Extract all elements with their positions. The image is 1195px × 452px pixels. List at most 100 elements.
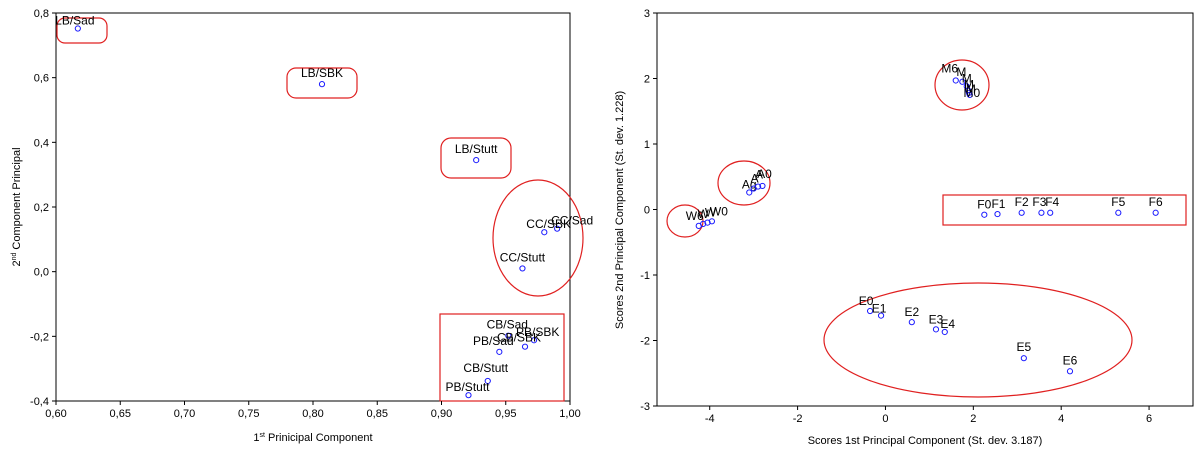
left-group-box-lbstutt [440, 137, 512, 179]
right-point-label: M6 [941, 61, 958, 75]
right-point-label: F5 [1111, 195, 1125, 209]
right-xtick-label: 4 [1058, 413, 1064, 425]
left-point [541, 229, 548, 236]
right-ytick-label: -3 [640, 401, 650, 413]
left-ytick-label: 0,2 [34, 202, 49, 214]
right-point-label: M [964, 77, 974, 91]
left-point-label: CC/Sad [551, 214, 593, 228]
right-point-label: F4 [1045, 195, 1059, 209]
right-point [708, 218, 716, 225]
right-ytick-label: 2 [644, 74, 650, 86]
right-ytick-label: -1 [640, 270, 650, 282]
left-point-label: LB/Sad [55, 14, 94, 28]
right-point-label: F3 [1032, 195, 1046, 209]
right-point-label: E1 [872, 302, 887, 316]
right-xtick-label: 2 [970, 413, 976, 425]
left-point [465, 392, 472, 399]
left-xtick-label: 0,65 [110, 408, 131, 420]
left-xlabel: 1st Prinicipal Component [253, 432, 372, 444]
left-scatter-chart: 0,60 0,65 0,70 0,75 0,80 0,85 0,90 0,95 1,00 -0,4… [11, 8, 593, 444]
right-group-ellipse-e [823, 282, 1133, 398]
right-point [981, 211, 988, 218]
left-ytick-label: 0,6 [34, 73, 49, 85]
left-point-label: PB/Sad [473, 334, 514, 348]
left-ytick-label: 0,4 [34, 137, 49, 149]
left-group-box-lbsbk [286, 67, 358, 99]
right-point [754, 183, 762, 190]
left-point [530, 337, 538, 344]
right-ticks: -4 -2 0 2 4 6 -3 -2 -1 0 1 2 3 [640, 8, 1152, 425]
right-point [959, 78, 966, 85]
right-point-label: A0 [757, 167, 772, 181]
right-point-label: F0 [977, 198, 991, 212]
right-point [941, 328, 948, 336]
left-ticks: 0,60 0,65 0,70 0,75 0,80 0,85 0,90 0,95 1,00 -0,4… [30, 8, 581, 420]
left-point-label: CB/Stutt [463, 361, 508, 375]
right-point-label: Ag [742, 177, 757, 191]
left-point [505, 332, 512, 339]
left-xtick-label: 1,00 [559, 408, 580, 420]
left-xtick-label: 0,75 [238, 408, 259, 420]
right-point [1020, 355, 1027, 362]
right-point-label: M [956, 65, 966, 79]
left-xtick-label: 0,90 [431, 408, 452, 420]
left-point [74, 25, 81, 32]
right-point-label: W0 [710, 204, 728, 218]
right-point [1152, 209, 1159, 216]
right-point-label: M [962, 71, 972, 85]
right-xtick-label: -2 [793, 413, 803, 425]
right-point [1038, 209, 1045, 216]
right-point-label: M0 [963, 86, 980, 100]
right-point [966, 91, 973, 98]
left-point [496, 348, 503, 355]
left-point [318, 81, 326, 88]
right-point-label: A [755, 168, 763, 182]
right-point-label: A [751, 172, 759, 186]
right-point-label: M [966, 82, 976, 96]
right-xtick-label: -4 [705, 413, 715, 425]
left-ytick-label: -0,4 [30, 396, 49, 408]
right-ytick-label: 1 [644, 139, 650, 151]
left-point-label: PB/Stutt [445, 380, 490, 394]
right-point-label: E6 [1063, 353, 1078, 367]
left-point [473, 157, 480, 164]
right-point-label: E2 [904, 305, 919, 319]
right-xtick-label: 6 [1146, 413, 1152, 425]
right-point-label: W6 [686, 209, 704, 223]
left-point [519, 265, 526, 272]
right-point-label: E4 [940, 317, 955, 331]
right-point [1115, 209, 1122, 216]
right-point-label: W [697, 207, 709, 221]
right-group-ellipse-m [934, 59, 990, 111]
left-point-label: CB/Sad [487, 318, 528, 332]
left-group-box-lbsad [56, 17, 108, 44]
left-point-label: CC/SBK [526, 217, 571, 231]
right-point [908, 319, 915, 326]
right-point [1018, 209, 1025, 216]
right-ytick-label: 0 [644, 205, 650, 217]
left-point-label: CC/Stutt [500, 250, 546, 264]
right-point [932, 326, 940, 333]
right-ylabel: Scores 2nd Principal Component (St. dev.… [614, 91, 626, 329]
right-point [1047, 209, 1054, 216]
right-xtick-label: 0 [882, 413, 888, 425]
right-point-label: F1 [991, 197, 1005, 211]
left-point [521, 343, 529, 350]
left-xtick-label: 0,60 [45, 408, 66, 420]
left-ytick-label: 0,0 [34, 267, 49, 279]
right-point [952, 77, 959, 84]
left-plot-area [55, 12, 571, 402]
right-plot-area [656, 12, 1194, 407]
left-point [484, 377, 491, 385]
left-group-box-pbcb [439, 313, 565, 402]
left-xtick-label: 0,95 [495, 408, 516, 420]
right-point [877, 312, 885, 319]
left-point-label: LB/Stutt [455, 142, 498, 156]
left-group-ellipse-cc [492, 179, 584, 297]
left-point-label: CB/SBK [497, 331, 541, 345]
left-point-label: LB/SBK [301, 66, 343, 80]
right-point-label: E0 [859, 294, 874, 308]
right-point [994, 210, 1001, 218]
